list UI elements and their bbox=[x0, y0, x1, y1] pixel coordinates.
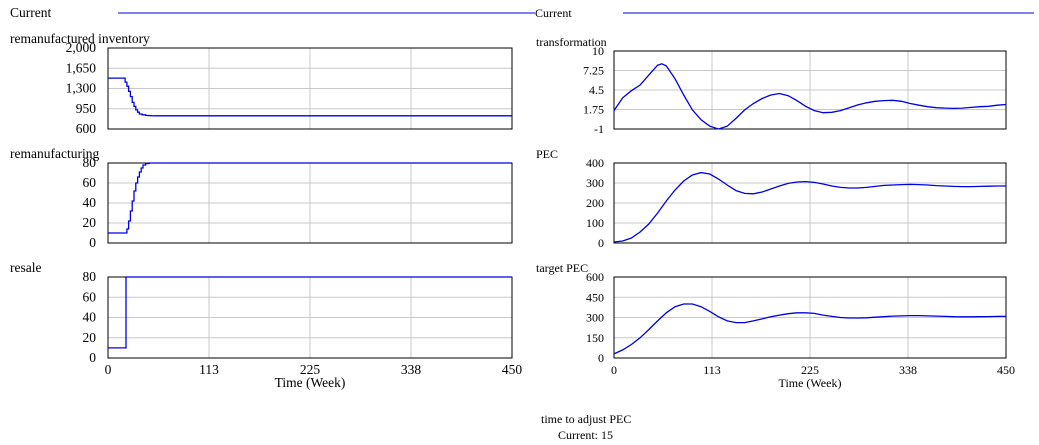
x-tick-label: 338 bbox=[899, 363, 917, 377]
x-tick-label: 450 bbox=[997, 363, 1015, 377]
x-tick-label: 225 bbox=[801, 363, 819, 377]
y-tick-label: 7.25 bbox=[583, 64, 604, 78]
y-tick-label: 1,300 bbox=[66, 81, 97, 96]
chart-title: target PEC bbox=[536, 261, 588, 275]
y-tick-label: 40 bbox=[83, 195, 97, 210]
x-tick-label: 113 bbox=[703, 363, 721, 377]
series-line bbox=[613, 63, 1007, 130]
plot-frame bbox=[613, 162, 1007, 244]
footer-label: time to adjust PEC bbox=[541, 412, 631, 426]
y-tick-label: 2,000 bbox=[66, 40, 97, 55]
y-tick-label: 0 bbox=[598, 236, 604, 250]
chart-title: resale bbox=[10, 260, 41, 275]
legend-left-label: Current bbox=[10, 5, 51, 20]
y-tick-label: 10 bbox=[592, 44, 604, 58]
chart-resale: resale 80 60 40 20 00 113 225 338 450 Time (Week) bbox=[10, 260, 522, 390]
y-tick-label: 600 bbox=[76, 121, 97, 136]
y-tick-label: 300 bbox=[586, 176, 604, 190]
series-line bbox=[613, 303, 1006, 355]
series-line bbox=[108, 77, 512, 117]
y-tick-label: 600 bbox=[586, 270, 604, 284]
y-tick-label: 4.5 bbox=[589, 83, 604, 97]
y-tick-label: 60 bbox=[83, 289, 97, 304]
y-tick-label: 300 bbox=[586, 311, 604, 325]
legend-right-label: Current bbox=[535, 6, 572, 20]
chart-title: remanufactured inventory bbox=[10, 31, 150, 46]
y-tick-label: 0 bbox=[89, 235, 96, 250]
x-tick-label: 113 bbox=[199, 362, 219, 377]
chart-title: remanufacturing bbox=[10, 146, 99, 161]
x-tick-label: 450 bbox=[502, 362, 523, 377]
y-tick-label: 60 bbox=[83, 175, 97, 190]
chart-title: PEC bbox=[536, 147, 558, 161]
footer-value: Current: 15 bbox=[558, 428, 613, 442]
series-line bbox=[613, 171, 1006, 243]
chart-pec: PEC 400 300 200 100 0 bbox=[536, 147, 1007, 250]
chart-title: transformation bbox=[536, 35, 607, 49]
series-line bbox=[108, 162, 512, 234]
y-tick-label: 150 bbox=[586, 331, 604, 345]
y-tick-label: 100 bbox=[586, 216, 604, 230]
y-tick-label: 20 bbox=[83, 330, 97, 345]
y-tick-label: 950 bbox=[76, 101, 97, 116]
x-tick-label: 225 bbox=[300, 362, 321, 377]
y-tick-label: 0 bbox=[89, 350, 96, 365]
y-tick-label: 1.75 bbox=[583, 103, 604, 117]
plot-frame bbox=[107, 47, 513, 130]
y-tick-label: 20 bbox=[83, 215, 97, 230]
x-tick-label: 0 bbox=[105, 362, 112, 377]
series-line bbox=[108, 276, 512, 349]
y-tick-label: 1,650 bbox=[66, 60, 97, 75]
y-tick-label: 0 bbox=[598, 351, 604, 365]
y-tick-label: 450 bbox=[586, 290, 604, 304]
plot-frame bbox=[613, 50, 1007, 130]
y-tick-label: -1 bbox=[594, 122, 604, 136]
x-tick-label: 0 bbox=[611, 363, 617, 377]
y-tick-label: 80 bbox=[83, 155, 97, 170]
x-axis-label: Time (Week) bbox=[779, 376, 842, 390]
y-tick-label: 80 bbox=[83, 269, 97, 284]
y-tick-label: 400 bbox=[586, 156, 604, 170]
y-tick-label: 200 bbox=[586, 196, 604, 210]
plot-frame bbox=[613, 276, 1007, 359]
x-tick-label: 338 bbox=[401, 362, 422, 377]
y-tick-label: 40 bbox=[83, 310, 97, 325]
x-axis-label: Time (Week) bbox=[275, 375, 346, 390]
